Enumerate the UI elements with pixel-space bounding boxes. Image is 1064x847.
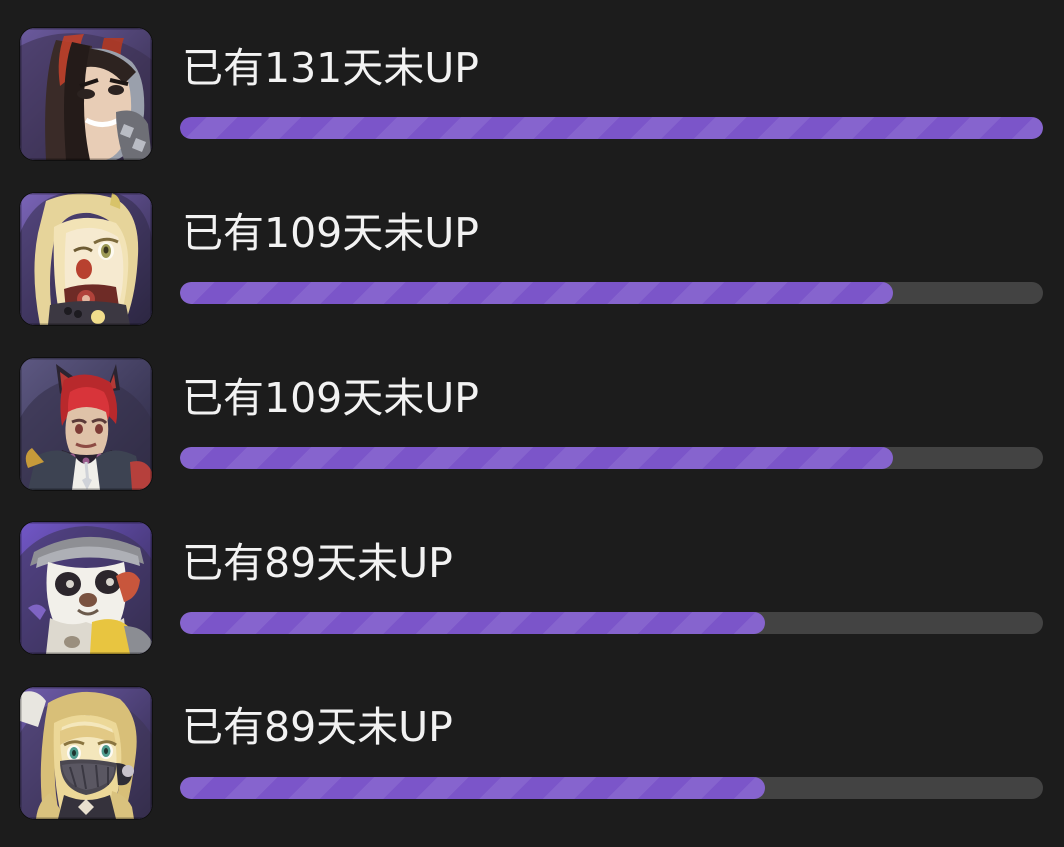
avatar[interactable] (20, 28, 152, 160)
list-item[interactable]: 已有89天未UP (0, 687, 1064, 847)
list-item[interactable]: 已有89天未UP (0, 522, 1064, 682)
progress-bar-track (180, 117, 1043, 139)
list-item[interactable]: 已有109天未UP (0, 358, 1064, 518)
progress-bar-track (180, 777, 1043, 799)
progress-bar-track (180, 282, 1043, 304)
avatar[interactable] (20, 193, 152, 325)
progress-bar-fill (180, 777, 766, 799)
avatar[interactable] (20, 522, 152, 654)
progress-bar-fill (180, 282, 893, 304)
progress-bar-track (180, 612, 1043, 634)
progress-bar-fill (180, 447, 893, 469)
days-since-up-label: 已有131天未UP (182, 44, 479, 92)
list-item[interactable]: 已有109天未UP (0, 193, 1064, 353)
list-item[interactable]: 已有131天未UP (0, 28, 1064, 188)
days-since-up-label: 已有109天未UP (182, 374, 479, 422)
days-since-up-label: 已有89天未UP (182, 539, 453, 587)
days-since-up-label: 已有89天未UP (182, 703, 453, 751)
days-since-up-label: 已有109天未UP (182, 209, 479, 257)
avatar[interactable] (20, 358, 152, 490)
progress-bar-track (180, 447, 1043, 469)
progress-bar-fill (180, 612, 766, 634)
progress-bar-fill (180, 117, 1043, 139)
avatar[interactable] (20, 687, 152, 819)
